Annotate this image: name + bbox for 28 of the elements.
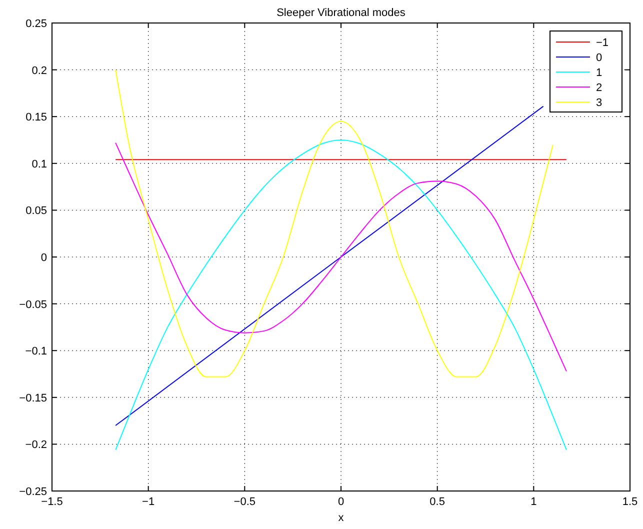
- y-tick-label: 0.2: [32, 64, 47, 77]
- legend-label: 1: [596, 67, 602, 79]
- x-tick-label: 0: [338, 496, 344, 508]
- legend-label: 2: [596, 82, 602, 94]
- x-tick-label: −1.5: [41, 496, 63, 508]
- line-series: [115, 69, 554, 378]
- chart-title: Sleeper Vibrational modes: [276, 7, 406, 19]
- legend-label: 3: [596, 97, 602, 109]
- y-tick-label: 0.25: [26, 18, 47, 30]
- y-tick-label: −0.1: [25, 346, 47, 358]
- line-series: [115, 140, 567, 450]
- y-tick-label: 0.15: [26, 112, 47, 124]
- x-axis-title: x: [338, 512, 344, 524]
- x-tick-label: 1: [530, 496, 537, 508]
- x-tick-label: 0.5: [430, 496, 445, 508]
- y-tick-label: 0.1: [32, 158, 47, 170]
- y-tick-label: 0.05: [26, 205, 47, 218]
- x-tick-label: −1: [142, 496, 155, 508]
- y-tick-label: −0.05: [19, 298, 47, 311]
- line-series: [115, 142, 567, 372]
- y-tick-label: −0.25: [19, 486, 47, 498]
- y-tick-label: −0.15: [19, 392, 47, 404]
- legend-label: −1: [596, 37, 609, 49]
- legend-label: 0: [596, 52, 602, 64]
- y-tick-label: −0.2: [25, 439, 47, 452]
- y-tick-label: 0: [40, 252, 47, 264]
- x-tick-label: −0.5: [234, 496, 256, 508]
- x-tick-label: 1.5: [622, 496, 638, 508]
